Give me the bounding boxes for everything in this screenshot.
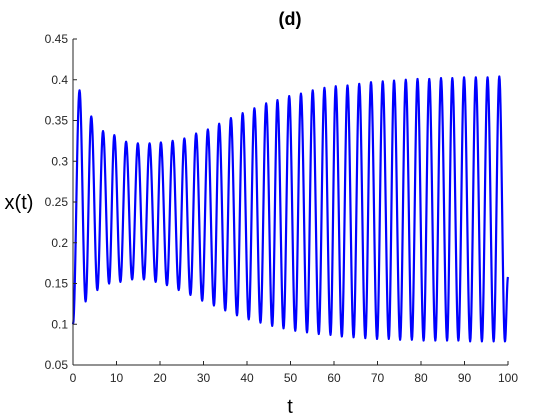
y-tick-label: 0.4 [51, 73, 68, 87]
y-tick-label: 0.3 [51, 154, 68, 168]
x-tick-label: 30 [197, 371, 211, 385]
y-tick-label: 0.45 [45, 32, 69, 46]
x-tick-label: 0 [70, 371, 77, 385]
x-tick-label: 20 [153, 371, 167, 385]
x-tick-label: 70 [371, 371, 385, 385]
y-tick-label: 0.2 [51, 236, 68, 250]
x-tick-label: 100 [498, 371, 518, 385]
chart-title: (d) [279, 9, 302, 29]
y-tick-label: 0.15 [45, 277, 69, 291]
x-tick-label: 50 [284, 371, 298, 385]
x-tick-label: 60 [327, 371, 341, 385]
x-tick-label: 90 [458, 371, 472, 385]
series-line-x [71, 75, 510, 343]
x-tick-label: 40 [240, 371, 254, 385]
series-layer [71, 75, 510, 343]
x-tick-label: 10 [110, 371, 124, 385]
y-tick-label: 0.25 [45, 195, 69, 209]
ticks-layer: 0 10 20 30 40 50 60 70 80 90 100 0.05 0.1 0.15 0.2 0.25… [45, 32, 519, 385]
y-tick-label: 0.05 [45, 358, 69, 372]
y-axis-label: x(t) [5, 192, 34, 214]
x-tick-label: 80 [414, 371, 428, 385]
x-axis-label: t [287, 396, 293, 418]
y-tick-label: 0.1 [51, 317, 68, 331]
y-tick-label: 0.35 [45, 114, 69, 128]
